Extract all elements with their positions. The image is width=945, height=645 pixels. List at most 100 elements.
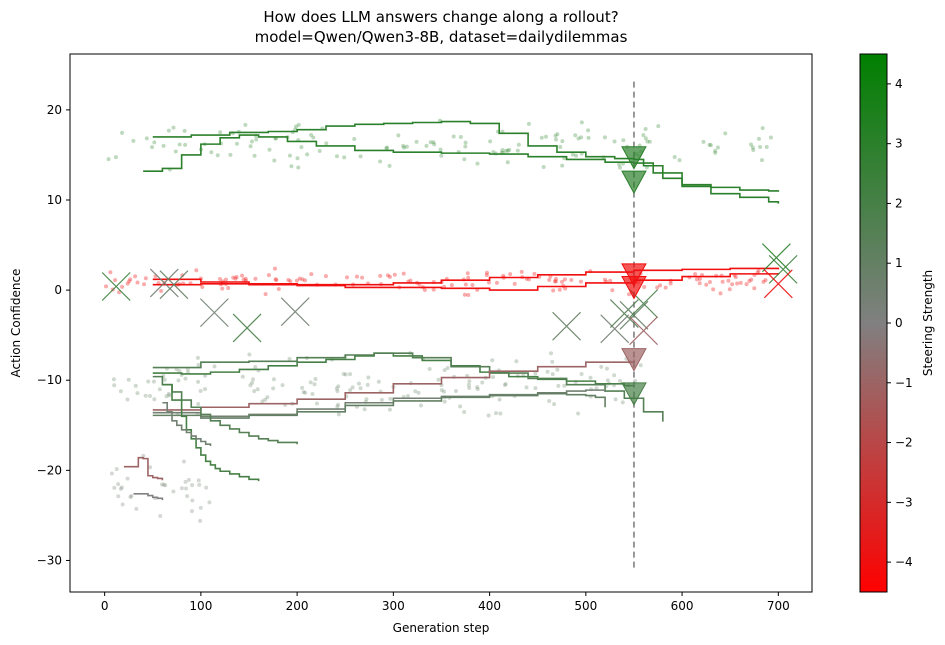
- x-marker: [552, 311, 582, 341]
- scatter-point: [761, 279, 766, 284]
- scatter-point: [480, 380, 485, 385]
- scatter-point: [588, 375, 593, 380]
- scatter-point: [494, 280, 499, 285]
- scatter-point: [708, 143, 713, 148]
- scatter-point: [113, 155, 118, 160]
- scatter-point: [223, 277, 228, 282]
- scatter-point: [438, 147, 443, 152]
- scatter-point: [503, 382, 508, 387]
- scatter-point: [484, 270, 489, 275]
- x-marker: [600, 314, 630, 344]
- scatter-point: [248, 383, 253, 388]
- x-marker: [149, 268, 179, 298]
- scatter-point: [243, 122, 248, 127]
- scatter-point: [378, 273, 383, 278]
- y-tick-label: −10: [37, 373, 62, 387]
- scatter-point: [442, 368, 447, 373]
- scatter-point: [414, 139, 419, 144]
- scatter-point: [658, 283, 663, 288]
- scatter-point: [404, 144, 409, 149]
- scatter-point: [484, 273, 489, 278]
- scatter-point: [146, 379, 151, 384]
- x-axis-label: Generation step: [393, 621, 490, 635]
- scatter-point: [701, 139, 706, 144]
- scatter-point: [253, 364, 258, 369]
- scatter-point: [271, 377, 276, 382]
- scatter-point: [558, 145, 563, 150]
- scatter-point: [179, 486, 184, 491]
- scatter-point: [166, 391, 171, 396]
- scatter-point: [747, 279, 752, 284]
- scatter-point: [314, 401, 319, 406]
- scatter-point: [439, 388, 444, 393]
- scatter-point: [749, 142, 754, 147]
- scatter-point: [462, 157, 467, 162]
- scatter-point: [323, 274, 328, 279]
- scatter-point: [385, 145, 390, 150]
- scatter-point: [655, 285, 660, 290]
- scatter-point: [419, 403, 424, 408]
- scatter-point: [157, 387, 162, 392]
- scatter-point: [599, 364, 604, 369]
- scatter-point: [217, 276, 222, 281]
- scatter-point: [465, 271, 470, 276]
- scatter-point: [297, 276, 302, 281]
- scatter-point: [387, 274, 392, 279]
- x-tick-label: 100: [189, 599, 212, 613]
- scatter-point: [505, 160, 510, 165]
- scatter-point: [552, 279, 557, 284]
- scatter-point: [562, 383, 567, 388]
- scatter-point: [491, 149, 496, 154]
- colorbar-tick-label: −1: [895, 376, 913, 390]
- scatter-point: [144, 136, 149, 141]
- scatter-point: [707, 142, 712, 147]
- scatter-point: [342, 155, 347, 160]
- scatter-point: [289, 164, 294, 169]
- scatter-point: [556, 383, 561, 388]
- colorbar-tick-label: 3: [895, 137, 903, 151]
- scatter-point: [300, 277, 305, 282]
- scatter-point: [466, 275, 471, 280]
- scatter-point: [226, 286, 231, 291]
- scatter-point: [364, 397, 369, 402]
- scatter-point: [196, 379, 201, 384]
- scatter-point: [436, 377, 441, 382]
- scatter-point: [249, 139, 254, 144]
- scatter-point: [519, 269, 524, 274]
- scatter-point: [185, 494, 190, 499]
- end-marker: [621, 170, 647, 195]
- scatter-point: [413, 389, 418, 394]
- scatter-point: [713, 150, 718, 155]
- scatter-point: [233, 276, 238, 281]
- scatter-point: [560, 139, 565, 144]
- scatter-point: [266, 273, 271, 278]
- x-marker: [232, 313, 262, 343]
- scatter-point: [560, 279, 565, 284]
- scatter-point: [286, 277, 291, 282]
- scatter-point: [120, 284, 125, 289]
- scatter-point: [402, 145, 407, 150]
- scatter-point: [560, 163, 565, 168]
- scatter-point: [171, 489, 176, 494]
- scatter-point: [579, 372, 584, 377]
- scatter-point: [116, 494, 121, 499]
- scatter-point: [578, 279, 583, 284]
- scatter-point: [360, 275, 365, 280]
- scatter-point: [502, 382, 507, 387]
- scatter-point: [759, 158, 764, 163]
- scatter-point: [500, 147, 505, 152]
- scatter-point: [422, 287, 427, 292]
- scatter-point: [541, 164, 546, 169]
- scatter-point: [317, 149, 322, 154]
- scatter-point: [253, 276, 258, 281]
- scatter-point: [718, 291, 723, 296]
- scatter-point: [602, 277, 607, 282]
- scatter-point: [432, 142, 437, 147]
- scatter-point: [234, 275, 239, 280]
- scatter-point: [554, 276, 559, 281]
- scatter-point: [303, 390, 308, 395]
- scatter-point: [416, 390, 421, 395]
- scatter-point: [109, 471, 114, 476]
- scatter-point: [161, 482, 166, 487]
